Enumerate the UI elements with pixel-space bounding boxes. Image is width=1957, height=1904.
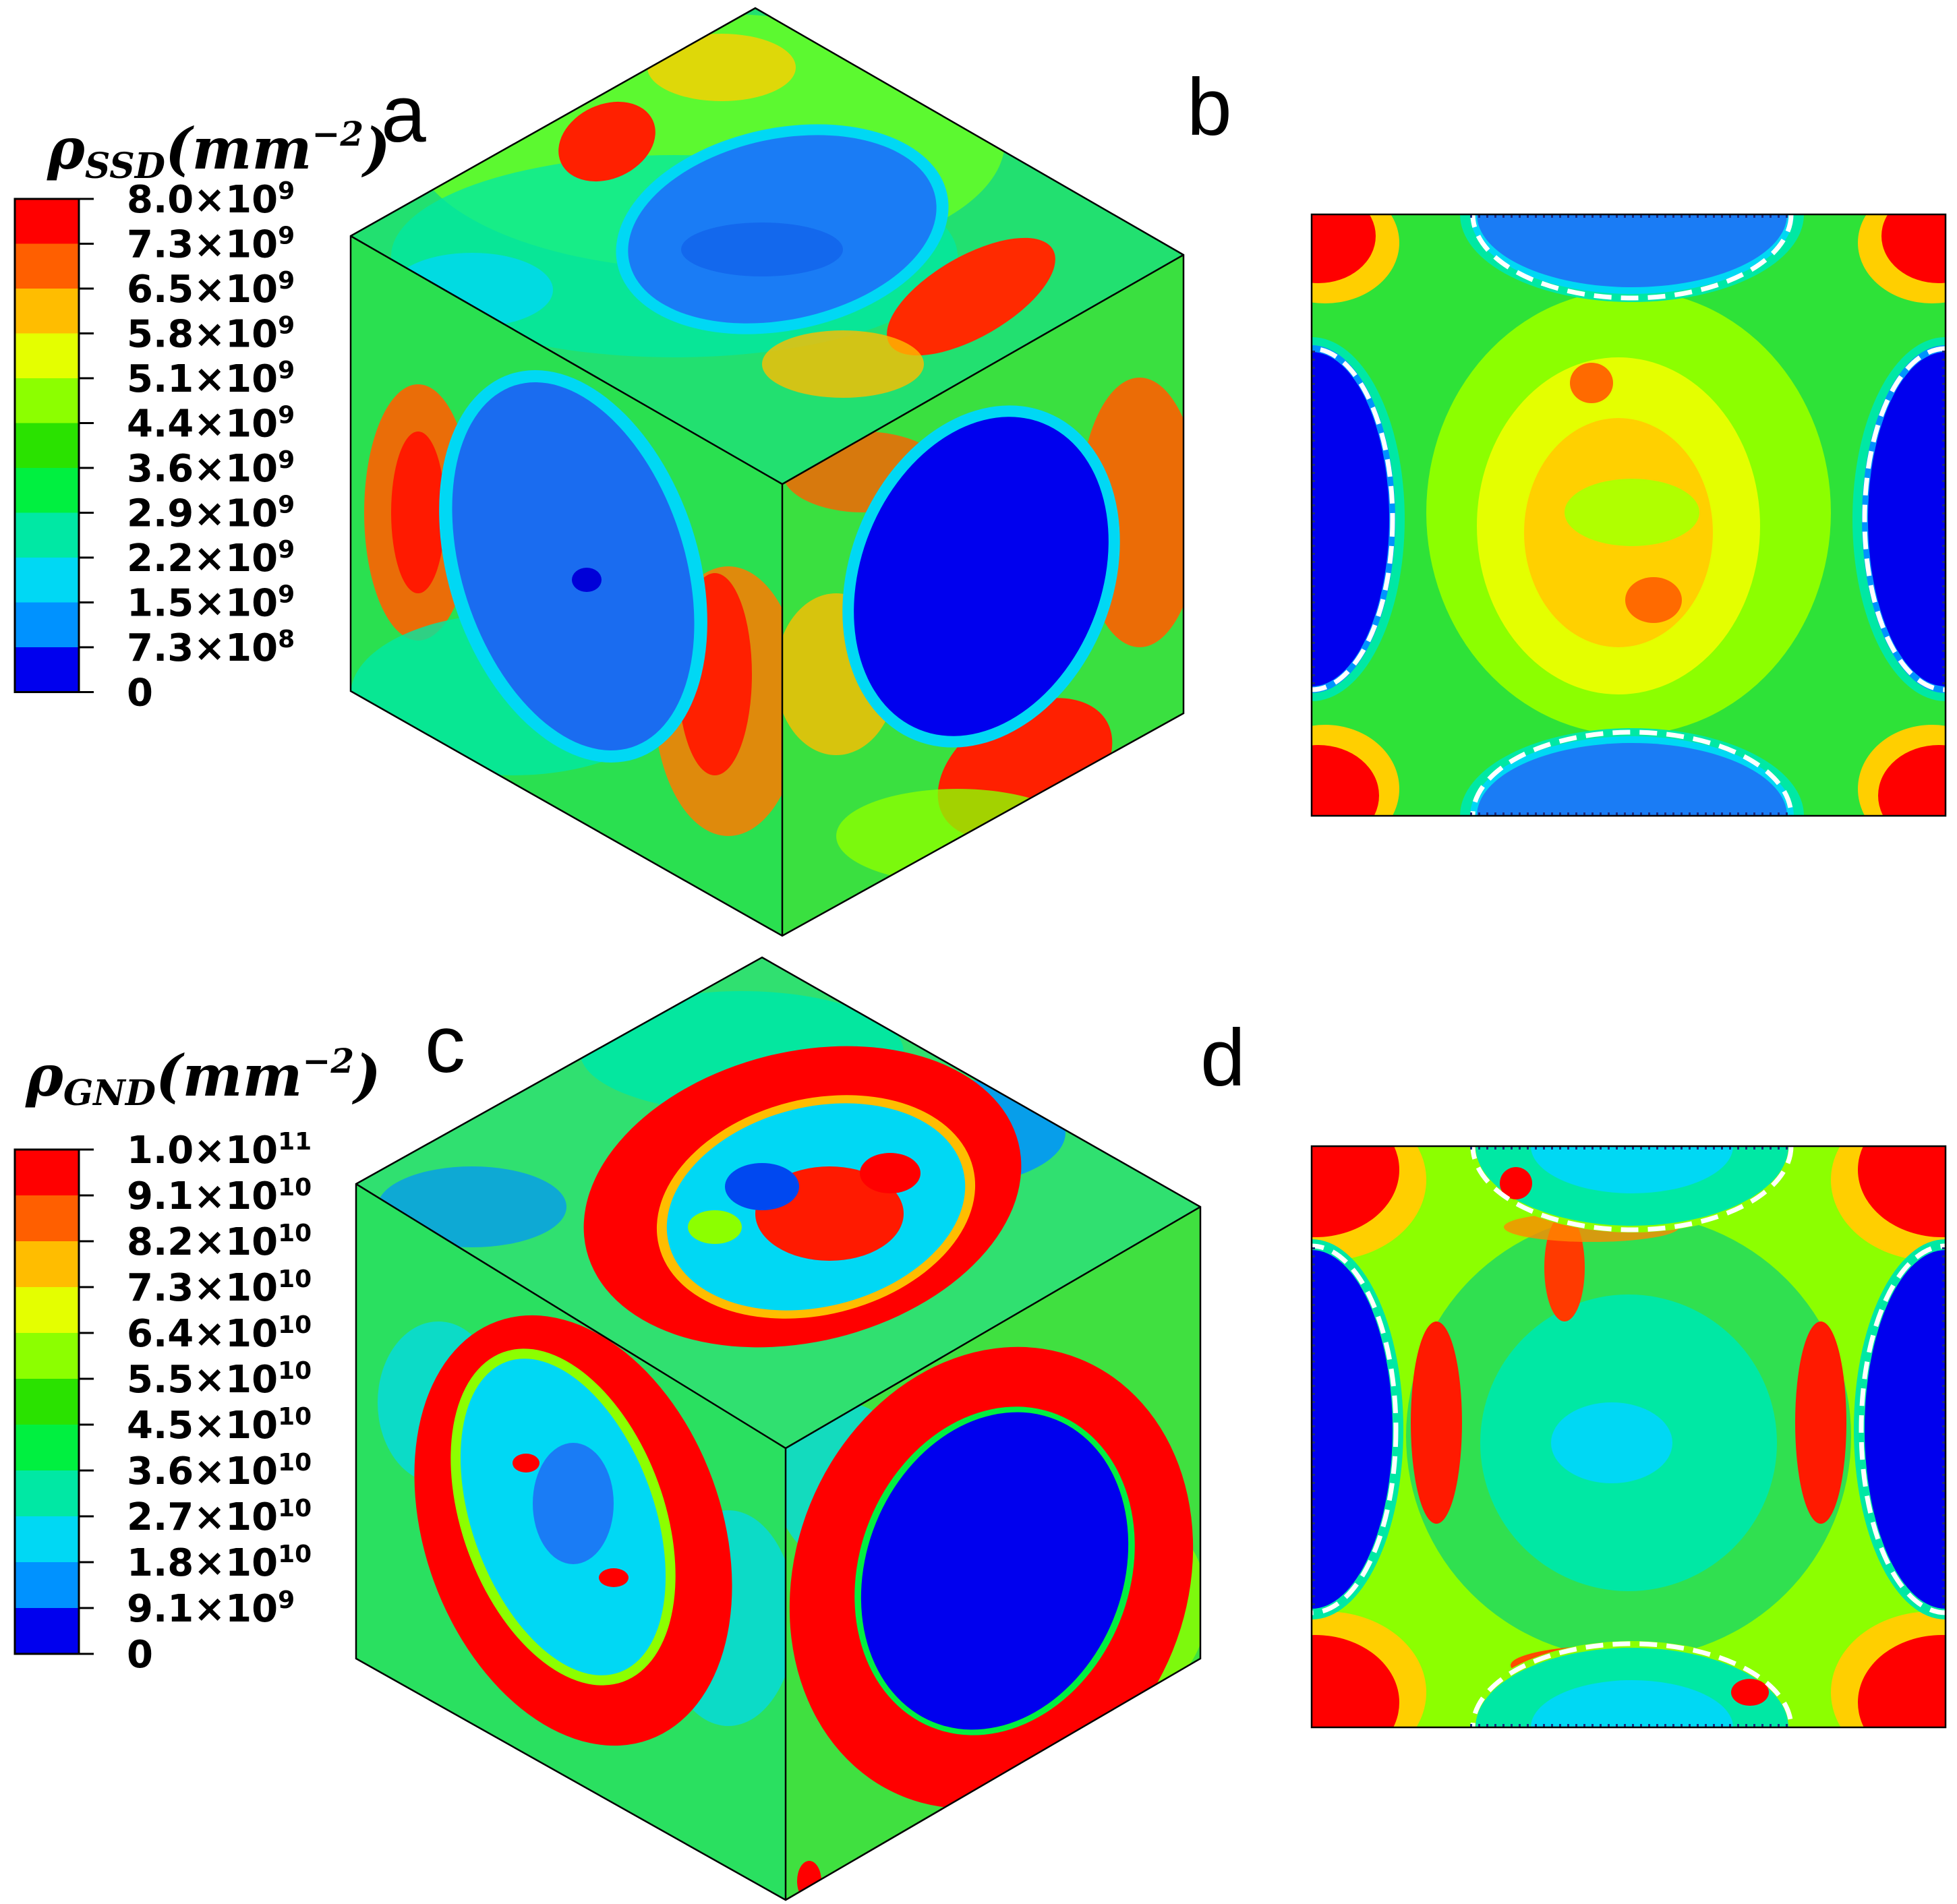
legend-ssd-label-8: 2.2×109 <box>127 536 295 581</box>
legend-gnd-label-9: 1.8×1010 <box>127 1541 312 1585</box>
legend-gnd-label-7: 3.6×1010 <box>127 1449 312 1493</box>
legend-gnd-swatch-5 <box>15 1379 79 1425</box>
legend-gnd-label-3: 7.3×1010 <box>127 1266 312 1310</box>
legend-ssd-swatch-3 <box>15 333 79 378</box>
panel-c-cube <box>355 956 1202 1901</box>
panel-c-edges <box>355 956 1202 1901</box>
legend-gnd-swatch-6 <box>15 1425 79 1470</box>
legend-ssd-title: ρSSD(mm−2) <box>47 114 390 187</box>
legend-ssd-label-4: 5.1×109 <box>127 357 295 401</box>
panel-a-right-face <box>782 255 1184 936</box>
legend-ssd-label-0: 8.0×109 <box>127 177 295 222</box>
legend-gnd-title: ρGND(mm−2) <box>25 1041 381 1114</box>
legend-gnd-swatch-4 <box>15 1333 79 1379</box>
legend-ssd-label-6: 3.6×109 <box>127 446 295 491</box>
legend-gnd-swatch-9 <box>15 1562 79 1608</box>
legend-ssd-label-9: 1.5×109 <box>127 581 295 626</box>
legend-gnd-swatch-10 <box>15 1608 79 1654</box>
legend-ssd-swatch-7 <box>15 512 79 558</box>
legend-gnd-label-4: 6.4×1010 <box>127 1311 312 1356</box>
panel-b-section <box>1310 213 1947 817</box>
legend-gnd-label-0: 1.0×1011 <box>127 1128 312 1172</box>
legend-gnd-label-2: 8.2×1010 <box>127 1220 312 1264</box>
legend-ssd-swatch-10 <box>15 647 79 692</box>
legend-gnd-label-11: 0 <box>127 1633 153 1677</box>
legend-gnd-label-5: 5.5×1010 <box>127 1357 312 1402</box>
legend-gnd-swatch-3 <box>15 1287 79 1333</box>
legend-gnd-label-1: 9.1×1010 <box>127 1174 312 1218</box>
legend-gnd-label-8: 2.7×1010 <box>127 1495 312 1539</box>
panel-c-right-face <box>786 1207 1200 1900</box>
legend-ssd-label-1: 7.3×109 <box>127 222 295 267</box>
legend-ssd-label-5: 4.4×109 <box>127 402 295 446</box>
legend-ssd-swatch-0 <box>15 199 79 244</box>
panel-a-left-face <box>351 236 782 936</box>
legend-ssd-swatch-2 <box>15 289 79 334</box>
legend-ssd-label-7: 2.9×109 <box>127 492 295 536</box>
legend-gnd: ρGND(mm−2) 1.0×10119.1×10108.2×10107.3×1… <box>13 1041 381 1677</box>
panel-letter-a: a <box>381 69 426 159</box>
legend-gnd-frame <box>13 1148 80 1655</box>
legend-gnd-label-6: 4.5×1010 <box>127 1403 312 1448</box>
legend-ssd-label-10: 7.3×108 <box>127 626 295 670</box>
panel-a-top-face <box>351 8 1184 484</box>
legend-ssd-swatch-1 <box>15 243 79 289</box>
legend-ssd: ρSSD(mm−2) 8.0×1097.3×1096.5×1095.8×1095… <box>13 114 390 715</box>
legend-ssd-label-11: 0 <box>127 672 153 715</box>
panel-d-section <box>1310 1145 1947 1729</box>
panel-a-cube <box>349 7 1185 937</box>
panel-c-top-face <box>356 957 1200 1448</box>
legend-gnd-label-10: 9.1×109 <box>127 1586 295 1631</box>
legend-gnd-swatch-8 <box>15 1516 79 1562</box>
legend-ssd-swatch-9 <box>15 602 79 647</box>
legend-gnd-swatch-1 <box>15 1195 79 1241</box>
legend-gnd-swatch-7 <box>15 1470 79 1516</box>
legend-ssd-swatch-4 <box>15 378 79 423</box>
panel-letter-b: b <box>1187 62 1232 152</box>
legend-gnd-swatch-2 <box>15 1241 79 1287</box>
panel-c-left-face <box>356 1184 786 1900</box>
legend-ssd-swatch-6 <box>15 468 79 513</box>
legend-ssd-label-2: 6.5×109 <box>127 267 295 311</box>
legend-ssd-label-3: 5.8×109 <box>127 312 295 357</box>
panel-a-edges <box>349 7 1185 937</box>
legend-gnd-swatch-0 <box>15 1150 79 1195</box>
panel-letter-d: d <box>1200 1013 1246 1103</box>
legend-ssd-swatch-8 <box>15 558 79 603</box>
legend-ssd-frame <box>13 198 80 693</box>
panel-letter-c: c <box>425 999 465 1090</box>
legend-ssd-swatch-5 <box>15 423 79 468</box>
